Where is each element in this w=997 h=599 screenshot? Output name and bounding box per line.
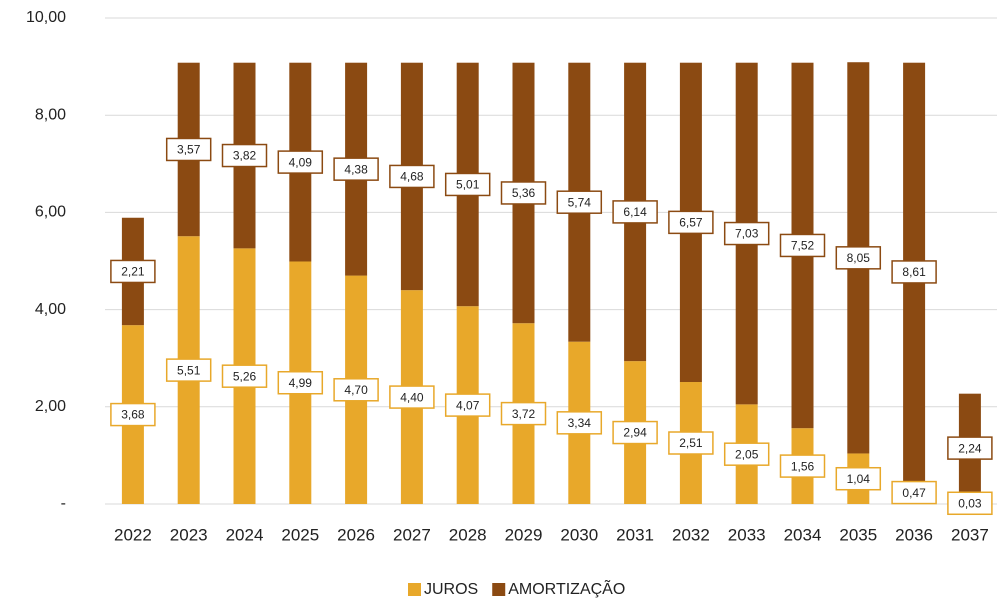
x-tick-label: 2032 bbox=[672, 525, 710, 544]
value-label: 4,70 bbox=[344, 383, 368, 397]
value-label: 2,94 bbox=[623, 426, 647, 440]
value-label-box bbox=[389, 164, 435, 189]
x-tick-label: 2023 bbox=[170, 525, 208, 544]
value-label-box bbox=[110, 402, 156, 427]
value-label-box bbox=[891, 260, 937, 284]
value-label: 5,51 bbox=[177, 363, 201, 377]
y-tick-label: - bbox=[61, 495, 66, 512]
value-label-box bbox=[891, 480, 937, 505]
x-tick-label: 2035 bbox=[839, 525, 877, 544]
value-label-box bbox=[500, 401, 547, 426]
value-label-box bbox=[723, 442, 770, 466]
x-tick-label: 2034 bbox=[784, 525, 822, 544]
legend-label: JUROS bbox=[424, 581, 478, 598]
value-label-box bbox=[333, 378, 379, 402]
value-label: 2,51 bbox=[679, 436, 703, 450]
value-label: 2,24 bbox=[958, 441, 982, 455]
value-label: 0,03 bbox=[958, 496, 982, 510]
value-label-box bbox=[444, 393, 491, 417]
value-label: 8,61 bbox=[902, 265, 926, 279]
value-label-box bbox=[444, 172, 491, 197]
value-label-box bbox=[333, 157, 379, 181]
value-label: 2,05 bbox=[735, 447, 759, 461]
value-label: 8,05 bbox=[847, 251, 871, 265]
value-label: 5,01 bbox=[456, 178, 480, 192]
value-label-box bbox=[221, 364, 268, 388]
value-label-box bbox=[668, 210, 714, 235]
value-label: 3,34 bbox=[568, 416, 592, 430]
x-tick-label: 2037 bbox=[951, 525, 989, 544]
x-tick-label: 2026 bbox=[337, 525, 375, 544]
value-label: 1,04 bbox=[847, 472, 871, 486]
legend-swatch bbox=[408, 583, 421, 596]
y-tick-label: 2,00 bbox=[35, 398, 66, 415]
y-tick-label: 6,00 bbox=[35, 204, 66, 221]
value-label-box bbox=[835, 466, 882, 491]
value-label: 0,47 bbox=[902, 486, 926, 500]
x-tick-label: 2030 bbox=[560, 525, 598, 544]
x-tick-label: 2031 bbox=[616, 525, 654, 544]
value-label-box bbox=[165, 358, 212, 382]
value-label: 3,72 bbox=[512, 407, 536, 421]
value-label-box bbox=[221, 143, 268, 168]
value-label-box bbox=[947, 436, 993, 460]
value-label: 5,26 bbox=[233, 369, 257, 383]
value-label: 4,99 bbox=[289, 376, 313, 390]
x-tick-label: 2029 bbox=[505, 525, 543, 544]
value-label: 6,57 bbox=[679, 216, 703, 230]
value-label: 7,52 bbox=[791, 239, 815, 253]
x-tick-label: 2022 bbox=[114, 525, 152, 544]
value-label: 1,56 bbox=[791, 459, 815, 473]
value-label-box bbox=[389, 385, 435, 409]
value-label-box bbox=[779, 233, 826, 258]
value-label: 5,74 bbox=[568, 195, 592, 209]
y-tick-label: 10,00 bbox=[26, 9, 66, 26]
value-label-box bbox=[556, 190, 603, 214]
legend-swatch bbox=[492, 583, 506, 596]
x-tick-label: 2028 bbox=[449, 525, 487, 544]
value-label: 4,07 bbox=[456, 398, 480, 412]
x-tick-label: 2024 bbox=[226, 525, 264, 544]
value-label: 5,36 bbox=[512, 186, 536, 200]
value-label: 6,14 bbox=[623, 205, 647, 219]
value-label-box bbox=[165, 137, 212, 162]
legend-label: AMORTIZAÇÃO bbox=[508, 578, 625, 598]
value-label-box bbox=[277, 370, 324, 395]
value-label-box bbox=[277, 150, 324, 174]
value-label: 7,03 bbox=[735, 227, 759, 241]
value-label: 3,57 bbox=[177, 143, 201, 157]
value-label: 4,38 bbox=[344, 162, 368, 176]
value-label-box bbox=[668, 431, 714, 455]
value-label-box bbox=[110, 259, 156, 284]
value-label: 4,68 bbox=[400, 170, 424, 184]
value-label-box bbox=[723, 221, 770, 246]
value-label-box bbox=[835, 246, 882, 270]
x-tick-label: 2025 bbox=[281, 525, 319, 544]
x-tick-label: 2027 bbox=[393, 525, 431, 544]
value-label-box bbox=[612, 420, 658, 445]
value-label: 3,68 bbox=[121, 408, 145, 422]
value-label-box bbox=[500, 181, 547, 205]
value-label: 4,09 bbox=[289, 155, 313, 169]
x-tick-label: 2036 bbox=[895, 525, 933, 544]
value-label-box bbox=[947, 491, 993, 516]
x-tick-label: 2033 bbox=[728, 525, 766, 544]
value-label: 3,82 bbox=[233, 149, 257, 163]
value-label-box bbox=[779, 454, 826, 478]
value-label: 4,40 bbox=[400, 390, 424, 404]
y-tick-label: 8,00 bbox=[35, 106, 66, 123]
value-label: 2,21 bbox=[121, 265, 145, 279]
value-label-box bbox=[556, 411, 603, 435]
y-tick-label: 4,00 bbox=[35, 301, 66, 318]
value-label-box bbox=[612, 200, 658, 224]
